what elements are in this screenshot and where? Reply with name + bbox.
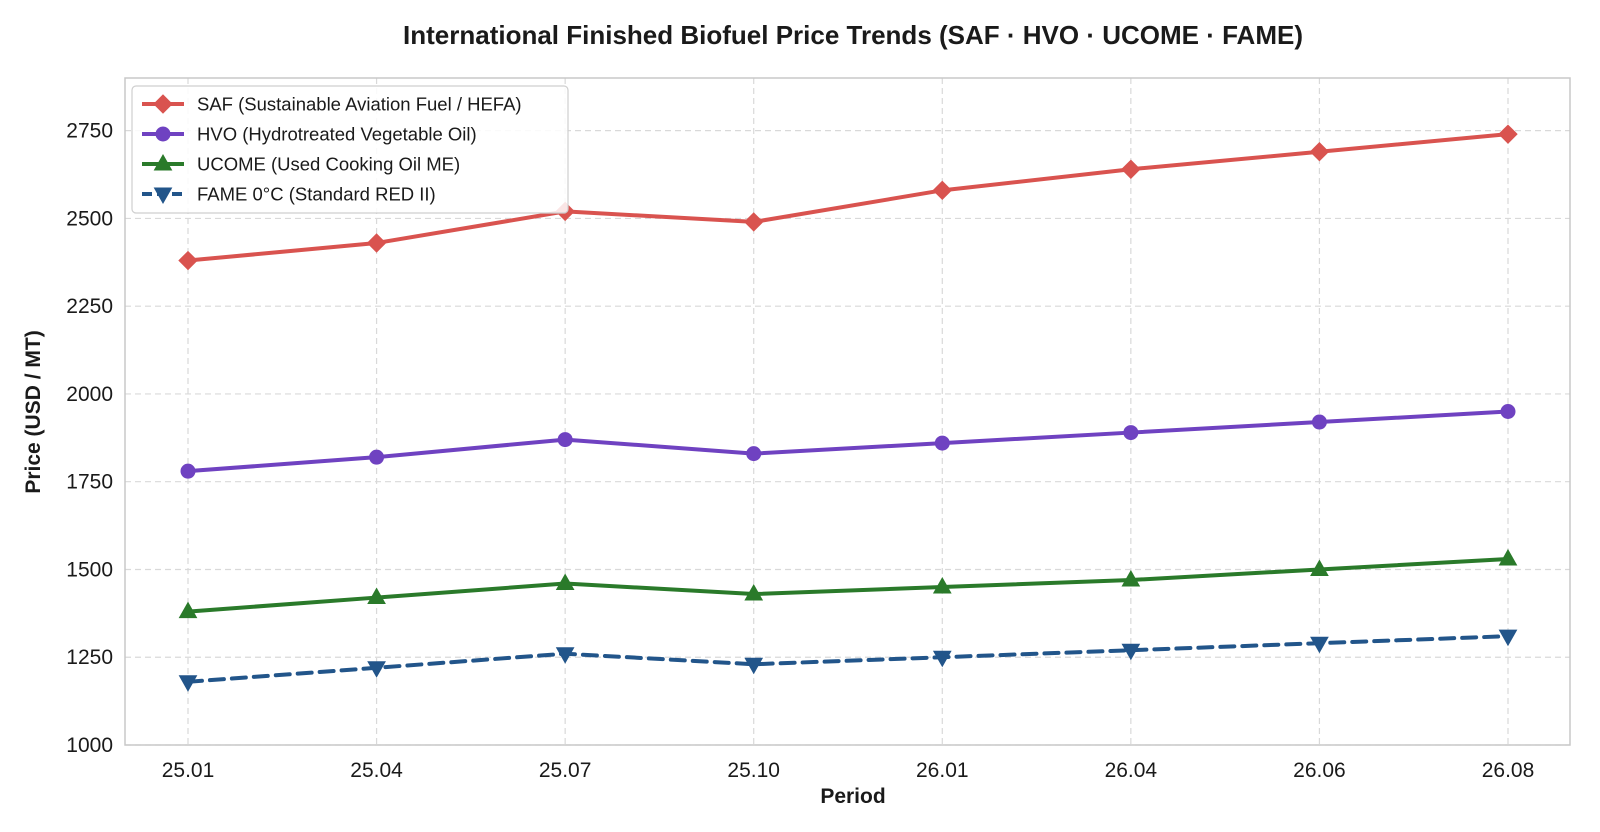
data-point-ucome: [367, 587, 386, 605]
data-point-ucome: [1310, 559, 1329, 576]
data-point-fame: [932, 650, 952, 668]
data-point-saf: [932, 180, 952, 201]
x-tick-label: 25.10: [727, 759, 780, 782]
data-point-saf: [1121, 159, 1141, 179]
x-tick-label: 25.01: [162, 759, 215, 782]
legend-marker-ucome: [153, 153, 173, 171]
y-tick-label: 2000: [66, 383, 113, 406]
legend-marker-saf: [153, 94, 173, 114]
data-point-hvo: [369, 449, 385, 465]
series-fame: [178, 629, 1518, 692]
data-point-fame: [744, 657, 764, 675]
series-layer: [178, 124, 1518, 692]
data-point-ucome: [932, 577, 952, 594]
plot-frame: [124, 77, 1571, 746]
x-tick-label: 26.08: [1482, 759, 1535, 782]
data-point-saf: [178, 250, 198, 271]
legend-label-hvo: HVO (Hydrotreated Vegetable Oil): [197, 124, 477, 145]
legend-label-fame: FAME 0°C (Standard RED II): [197, 184, 436, 205]
y-tick-label: 2250: [66, 295, 113, 318]
series-saf: [178, 124, 1518, 271]
x-tick-label: 25.04: [350, 759, 403, 782]
x-tick-label: 26.01: [916, 759, 969, 782]
legend-marker-fame: [153, 187, 173, 205]
series-ucome: [178, 548, 1518, 619]
y-axis-ticks: 1000 1250 1500 1750 2000 2250 2500 2750: [66, 120, 113, 757]
legend-box: [131, 85, 569, 214]
y-tick-label: 1750: [66, 471, 113, 494]
chart-title: International Finished Biofuel Price Tre…: [403, 20, 1303, 50]
series-line-hvo: [186, 409, 1510, 474]
x-tick-label: 26.04: [1105, 759, 1158, 782]
y-tick-label: 2750: [66, 120, 113, 143]
data-point-hvo: [1500, 404, 1516, 419]
data-point-fame: [1310, 636, 1329, 654]
legend-marker-hvo: [155, 126, 171, 142]
data-point-saf: [366, 233, 387, 253]
y-tick-label: 1250: [66, 646, 113, 669]
legend-label-ucome: UCOME (Used Cooking Oil ME): [197, 154, 460, 175]
data-point-fame: [1498, 629, 1518, 647]
x-axis-ticks: 25.01 25.04 25.07 25.10 26.01 26.04 26.06 26.08: [162, 759, 1535, 782]
series-line-ucome: [186, 556, 1510, 614]
legend: SAF (Sustainable Aviation Fuel / HEFA) HV…: [131, 85, 569, 214]
series-line-saf: [186, 132, 1510, 263]
y-axis-label: Price (USD / MT): [22, 330, 45, 493]
x-tick-label: 25.07: [539, 759, 592, 782]
legend-label-saf: SAF (Sustainable Aviation Fuel / HEFA): [197, 94, 522, 115]
data-point-hvo: [1311, 414, 1327, 430]
data-point-hvo: [746, 446, 762, 462]
y-tick-label: 1500: [66, 558, 113, 581]
data-point-hvo: [1123, 425, 1139, 441]
data-point-fame: [555, 647, 575, 664]
data-point-ucome: [555, 573, 575, 591]
data-point-saf: [1309, 142, 1330, 162]
data-point-ucome: [1121, 569, 1141, 587]
data-point-ucome: [744, 584, 764, 601]
data-point-hvo: [934, 435, 950, 451]
data-point-fame: [178, 675, 198, 692]
data-point-fame: [367, 661, 386, 678]
x-tick-label: 26.06: [1293, 759, 1346, 782]
data-point-fame: [1121, 643, 1141, 661]
series-line-fame: [186, 634, 1510, 684]
data-point-saf: [1498, 124, 1518, 144]
series-hvo: [180, 404, 1516, 479]
y-tick-label: 1000: [66, 734, 113, 757]
data-point-ucome: [1498, 548, 1518, 566]
data-point-ucome: [178, 601, 198, 619]
data-point-hvo: [180, 463, 196, 479]
data-point-saf: [744, 212, 764, 232]
data-point-hvo: [557, 432, 573, 448]
y-tick-label: 2500: [66, 207, 113, 230]
x-axis-label: Period: [820, 785, 885, 808]
